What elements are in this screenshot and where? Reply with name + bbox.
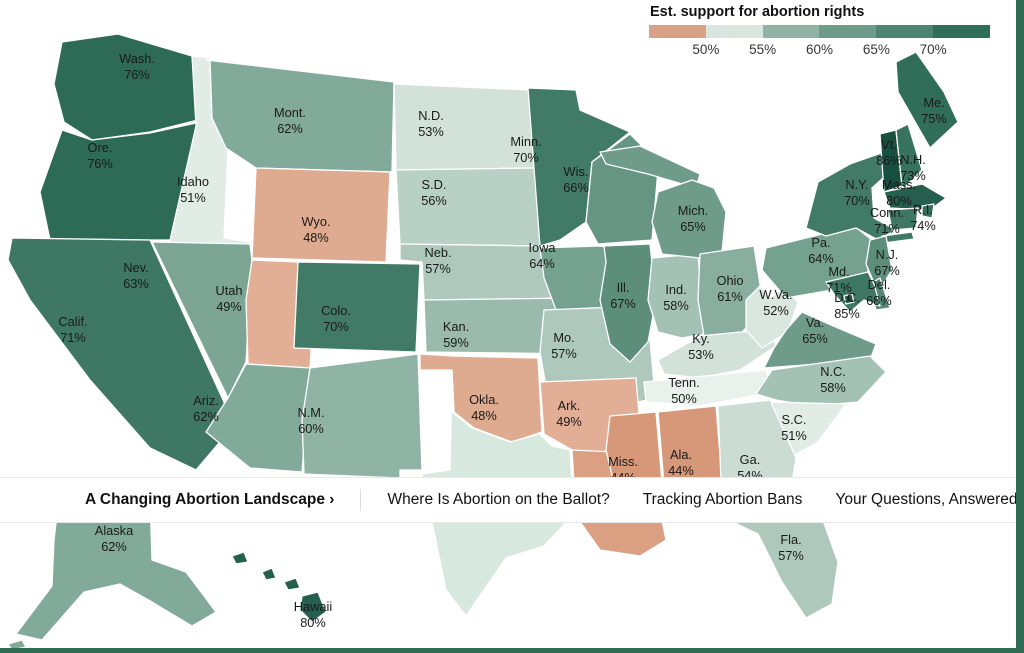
state-NH[interactable] [895,123,923,189]
state-HI[interactable] [261,567,277,581]
state-NM[interactable] [301,353,423,479]
state-TN[interactable] [643,369,773,407]
legend-ticks: 50% 55% 60% 65% 70% [649,38,990,58]
state-MI[interactable] [651,179,727,259]
state-HI[interactable] [231,551,249,565]
legend: Est. support for abortion rights 50% 55% 6… [649,4,990,58]
state-MA[interactable] [883,183,947,211]
nav-divider [360,489,362,511]
legend-swatch-0 [649,25,706,38]
state-ND[interactable] [393,83,537,171]
state-IN[interactable] [647,253,705,339]
legend-swatch-2 [762,25,820,38]
state-MD[interactable] [825,271,881,313]
nav-item-1[interactable]: Where Is Abortion on the Ballot? [387,491,610,508]
state-NY[interactable] [805,151,897,241]
state-NC[interactable] [755,355,887,407]
state-MI[interactable] [599,145,701,189]
legend-swatch-4 [876,25,934,38]
legend-swatch-5 [933,25,990,38]
legend-tick: 55% [749,42,777,57]
state-SD[interactable] [395,167,547,247]
legend-tick: 50% [692,42,720,57]
state-DC[interactable] [843,293,855,305]
nav-item-3[interactable]: Your Questions, Answered [835,491,1018,508]
nav-bar: A Changing Abortion Landscape › Where Is … [0,477,1018,523]
nav-item-0[interactable]: A Changing Abortion Landscape › [85,491,335,508]
state-OK[interactable] [419,353,543,443]
state-NV[interactable] [151,241,253,399]
legend-color-ramp [649,25,990,38]
legend-tick: 65% [862,42,890,57]
state-HI[interactable] [299,591,327,623]
state-CT[interactable] [887,207,919,231]
state-RI[interactable] [921,203,935,219]
state-MT[interactable] [205,59,395,173]
state-CA[interactable] [7,237,231,471]
legend-tick: 60% [805,42,834,57]
state-NJ[interactable] [865,235,893,293]
state-WA[interactable] [53,33,199,141]
legend-tick: 70% [919,42,947,57]
bottom-accent-strip [0,648,1024,653]
right-accent-strip [1016,0,1024,653]
state-VA[interactable] [763,311,877,369]
legend-title: Est. support for abortion rights [650,4,865,20]
state-CO[interactable] [293,261,421,353]
state-HI[interactable] [283,577,301,591]
state-ME[interactable] [895,51,959,149]
state-WY[interactable] [251,167,391,263]
legend-swatch-1 [705,25,763,38]
legend-swatch-3 [819,25,877,38]
nav-item-2[interactable]: Tracking Abortion Bans [642,491,803,508]
state-AK[interactable] [15,497,217,641]
